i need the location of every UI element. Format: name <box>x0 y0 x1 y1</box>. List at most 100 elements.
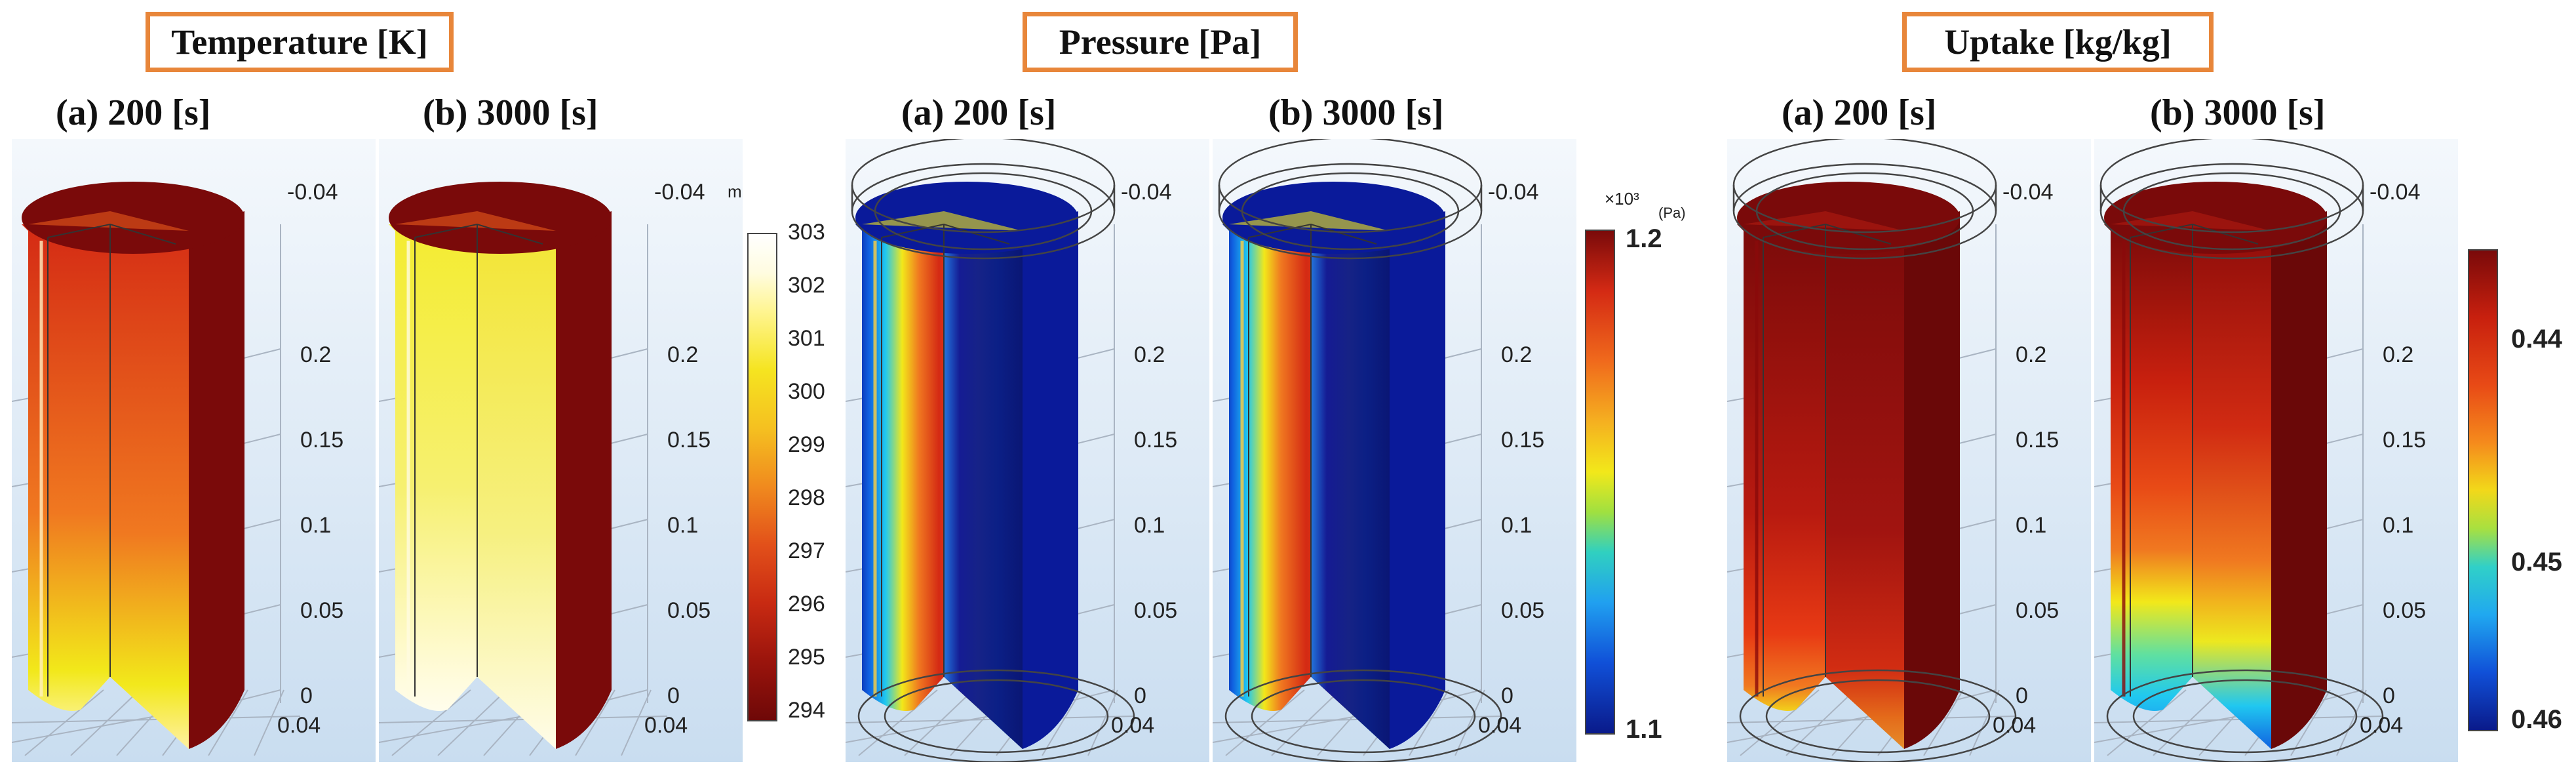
z-tick-label: 0.2 <box>1501 342 1532 367</box>
cylinder-inner-wall <box>944 211 1023 749</box>
panel-press-b <box>1213 139 1576 762</box>
cylinder-outer-side <box>1023 211 1078 749</box>
panel-press-a <box>846 139 1209 762</box>
z-tick-label: 0.15 <box>667 428 711 453</box>
z-tick-label: 0.1 <box>2016 513 2047 538</box>
cylinder-top-cut <box>28 211 189 231</box>
z-tick-label: 0.2 <box>667 342 699 367</box>
y-top-tick-label: -0.04 <box>2370 180 2421 205</box>
z-tick-label: 0.05 <box>1134 598 1178 623</box>
z-tick-label: 0.05 <box>667 598 711 623</box>
uptake-tick-046: 0.46 <box>2511 705 2562 734</box>
panel-uptake-b <box>2094 139 2458 762</box>
cylinder-outer-side <box>189 211 244 749</box>
temp-tick-301: 301 <box>788 326 825 351</box>
y-bottom-tick-label: 0.04 <box>2360 713 2404 738</box>
cylinder-outer-side <box>1904 211 1960 749</box>
pressure-tick-min: 1.1 <box>1626 715 1662 744</box>
z-tick-label: 0 <box>667 683 680 708</box>
cylinder-top-cut <box>1744 211 1904 231</box>
y-bottom-tick-label: 0.04 <box>1478 713 1522 738</box>
temp-tick-300: 300 <box>788 379 825 404</box>
cylinder-plot-temp-b <box>379 139 743 762</box>
uptake-title-text: Uptake [kg/kg] <box>1944 22 2172 62</box>
cylinder-top-cut <box>862 211 1023 231</box>
z-tick-label: 0.05 <box>2016 598 2059 623</box>
cylinder-outline <box>414 223 543 697</box>
panel-label-press-a: (a) 200 [s] <box>901 92 1057 133</box>
uptake-tick-045: 0.45 <box>2511 548 2562 576</box>
temp-tick-294: 294 <box>788 698 825 723</box>
z-tick-label: 0.1 <box>300 513 332 538</box>
cylinder-outline <box>47 223 176 697</box>
pressure-title-text: Pressure [Pa] <box>1059 22 1262 62</box>
y-bottom-tick-label: 0.04 <box>277 713 321 738</box>
z-tick-label: 0.15 <box>1134 428 1178 453</box>
pressure-unit: (Pa) <box>1658 205 1686 221</box>
temp-tick-303: 303 <box>788 220 825 245</box>
cylinder-inner-wall <box>110 211 189 749</box>
pressure-tick-max: 1.2 <box>1626 224 1662 253</box>
y-bottom-tick-label: 0.04 <box>1993 713 2037 738</box>
z-tick-label: 0.1 <box>1134 513 1165 538</box>
uptake-tick-044: 0.44 <box>2511 325 2562 354</box>
z-tick-label: 0 <box>1501 683 1513 708</box>
cylinder-outline <box>2130 223 2259 697</box>
cylinder-outer-side <box>1390 211 1445 749</box>
uptake-title: Uptake [kg/kg] <box>1902 12 2214 72</box>
cylinder-plot-uptake-a <box>1727 139 2091 762</box>
cylinder-outline <box>1763 223 1892 697</box>
z-tick-label: 0 <box>2016 683 2028 708</box>
cylinder-outline <box>881 223 1010 697</box>
z-tick-label: 0.05 <box>300 598 344 623</box>
z-tick-label: 0.1 <box>667 513 699 538</box>
casing-wireframe <box>1732 139 2017 762</box>
cylinder-outline <box>1248 223 1377 697</box>
y-bottom-tick-label: 0.04 <box>644 713 688 738</box>
panel-temp-a <box>12 139 376 762</box>
temperature-title: Temperature [K] <box>146 12 454 72</box>
panel-label-temp-b: (b) 3000 [s] <box>423 92 598 133</box>
cylinder-inner-wall <box>1311 211 1390 749</box>
temperature-colorbar-gradient <box>747 233 777 721</box>
uptake-colorbar-gradient <box>2468 249 2498 731</box>
cylinder-inner-wall <box>2193 211 2271 749</box>
casing-wireframe <box>1218 139 1502 762</box>
z-tick-label: 0.1 <box>1501 513 1532 538</box>
z-tick-label: 0.05 <box>1501 598 1545 623</box>
z-tick-label: 0.2 <box>300 342 332 367</box>
cylinder-plot-uptake-b <box>2094 139 2458 762</box>
pressure-multiplier: ×10³ <box>1605 189 1639 209</box>
panel-label-temp-a: (a) 200 [s] <box>56 92 211 133</box>
temperature-axis-unit: m <box>728 182 742 201</box>
y-top-tick-label: -0.04 <box>1488 180 1539 205</box>
panel-temp-b <box>379 139 743 762</box>
cylinder-plot-press-b <box>1213 139 1576 762</box>
cylinder-inner-wall <box>477 211 556 749</box>
z-tick-label: 0.15 <box>2383 428 2427 453</box>
cylinder-top-cut <box>1229 211 1390 231</box>
panel-label-uptake-b: (b) 3000 [s] <box>2150 92 2326 133</box>
temperature-title-text: Temperature [K] <box>171 22 428 62</box>
z-tick-label: 0.1 <box>2383 513 2414 538</box>
z-tick-label: 0.15 <box>300 428 344 453</box>
y-bottom-tick-label: 0.04 <box>1111 713 1155 738</box>
pressure-title: Pressure [Pa] <box>1023 12 1298 72</box>
panel-uptake-a <box>1727 139 2091 762</box>
pressure-colorbar-gradient <box>1585 230 1615 735</box>
cylinder-inner-wall <box>1825 211 1904 749</box>
temp-tick-302: 302 <box>788 273 825 298</box>
panel-label-uptake-a: (a) 200 [s] <box>1782 92 1937 133</box>
cylinder-top-cut <box>2111 211 2271 231</box>
z-tick-label: 0.05 <box>2383 598 2427 623</box>
casing-wireframe <box>851 139 1135 762</box>
temp-tick-298: 298 <box>788 485 825 510</box>
y-top-tick-label: -0.04 <box>287 180 338 205</box>
z-tick-label: 0 <box>2383 683 2395 708</box>
y-top-tick-label: -0.04 <box>1121 180 1172 205</box>
z-tick-label: 0 <box>300 683 313 708</box>
temp-tick-299: 299 <box>788 432 825 457</box>
cylinder-outer-side <box>556 211 612 749</box>
y-top-tick-label: -0.04 <box>654 180 705 205</box>
z-tick-label: 0.2 <box>2016 342 2047 367</box>
